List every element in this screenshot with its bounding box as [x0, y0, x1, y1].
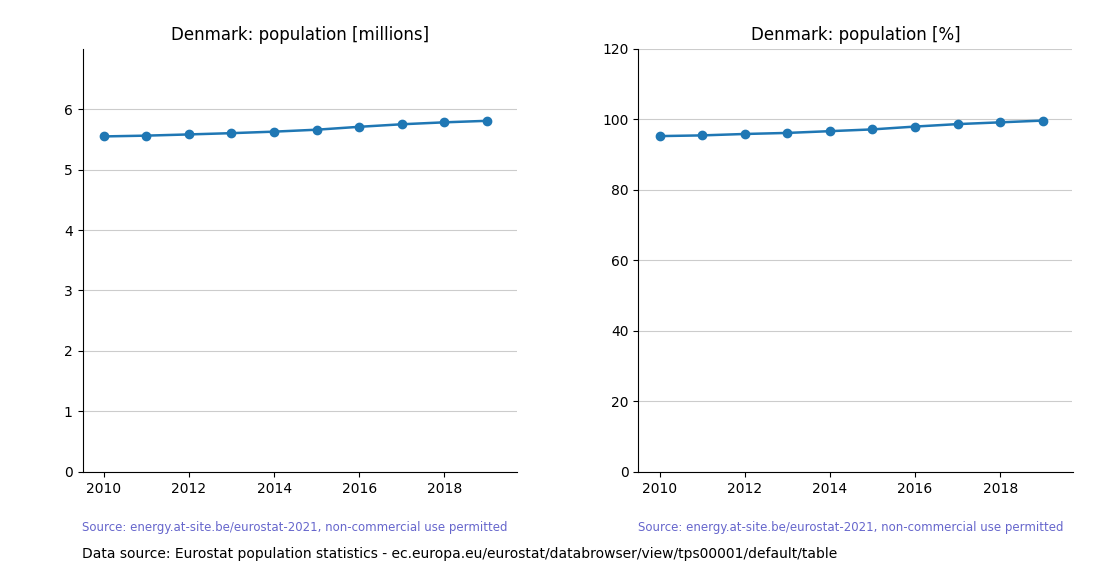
Title: Denmark: population [millions]: Denmark: population [millions]	[170, 26, 429, 44]
Title: Denmark: population [%]: Denmark: population [%]	[750, 26, 960, 44]
Text: Source: energy.at-site.be/eurostat-2021, non-commercial use permitted: Source: energy.at-site.be/eurostat-2021,…	[82, 521, 508, 534]
Text: Source: energy.at-site.be/eurostat-2021, non-commercial use permitted: Source: energy.at-site.be/eurostat-2021,…	[638, 521, 1064, 534]
Text: Data source: Eurostat population statistics - ec.europa.eu/eurostat/databrowser/: Data source: Eurostat population statist…	[82, 547, 838, 561]
